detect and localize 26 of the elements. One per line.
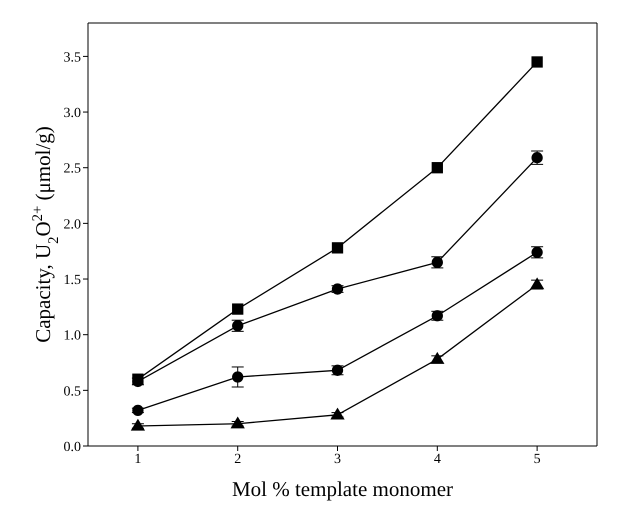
x-tick-label: 3 bbox=[334, 452, 342, 467]
y-tick-label: 1.0 bbox=[64, 328, 81, 344]
point bbox=[430, 352, 444, 364]
point bbox=[432, 162, 443, 174]
x-tick-label: 5 bbox=[534, 452, 541, 467]
y-tick-label: 1.5 bbox=[64, 272, 81, 288]
point bbox=[330, 408, 344, 420]
x-tick-label: 4 bbox=[434, 452, 441, 467]
x-tick-label: 2 bbox=[234, 452, 242, 467]
y-tick-label: 0.5 bbox=[64, 384, 81, 400]
y-tick-label: 2.0 bbox=[64, 217, 81, 232]
x-axis-title: Mol % template monomer bbox=[232, 477, 454, 501]
point bbox=[131, 419, 145, 431]
y-tick-label: 2.5 bbox=[64, 162, 81, 177]
point bbox=[332, 242, 344, 254]
point bbox=[531, 56, 543, 68]
point bbox=[232, 371, 244, 383]
point bbox=[132, 374, 144, 385]
point bbox=[231, 417, 244, 428]
y-tick-label: 3.5 bbox=[64, 50, 81, 66]
point bbox=[232, 303, 244, 315]
point bbox=[132, 404, 144, 416]
x-tick-label: 1 bbox=[134, 452, 142, 467]
y-tick-label: 0.0 bbox=[64, 440, 81, 455]
y-tick-label: 3.0 bbox=[64, 106, 81, 122]
point bbox=[332, 283, 344, 295]
